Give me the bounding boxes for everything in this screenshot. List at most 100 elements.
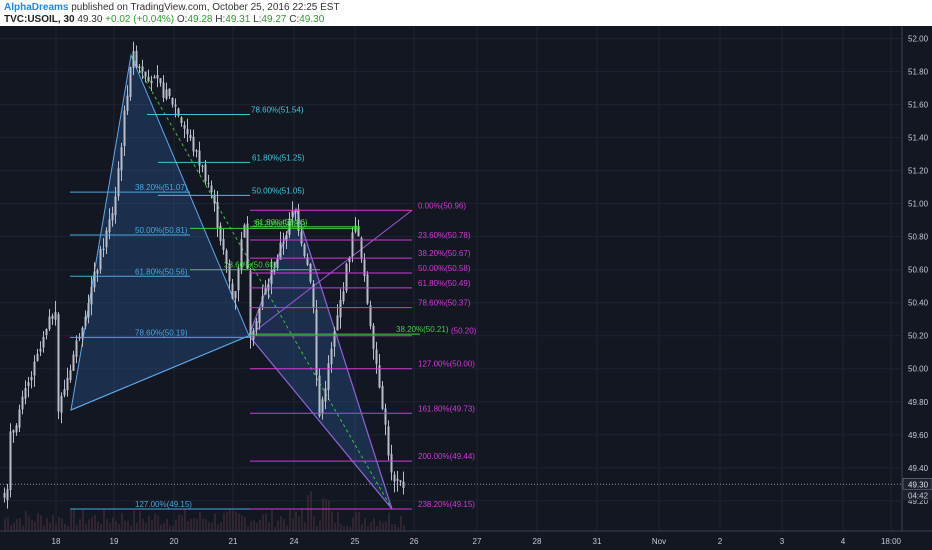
price-tick-label: 50.60 (908, 266, 929, 275)
volume-bar (271, 509, 273, 531)
volume-bar (223, 513, 225, 531)
volume-bar (358, 511, 360, 531)
volume-bar (253, 520, 255, 531)
countdown-box (903, 490, 932, 501)
candle-body (21, 396, 24, 410)
symbol-label[interactable]: TVC:USOIL, 30 (4, 14, 75, 25)
candle-body (141, 66, 144, 72)
volume-bar (40, 515, 42, 531)
fib-label: 50.00%(51.05) (252, 186, 305, 195)
volume-bar (202, 518, 204, 531)
price-axis-panel (902, 26, 932, 550)
candle-body (273, 269, 276, 272)
volume-bar (316, 526, 318, 531)
candle-body (30, 376, 33, 381)
candle-body (183, 124, 186, 129)
candle-body (342, 291, 345, 302)
candle-body (219, 225, 222, 241)
price-tick-label: 52.00 (908, 35, 929, 44)
time-tick-label: 27 (473, 537, 482, 546)
volume-bar (346, 525, 348, 531)
candle-body (396, 478, 399, 481)
volume-bar (4, 518, 6, 531)
fib-label: 38.20%(50.67) (418, 249, 471, 258)
candle-body (336, 315, 339, 331)
candle-body (339, 300, 342, 318)
price-chart[interactable]: 78.60%(51.54) 61.80%(51.25) 50.00%(51.05) 3… (0, 26, 932, 550)
candle-body (351, 232, 354, 257)
volume-bar (382, 522, 384, 531)
volume-bar (283, 519, 285, 531)
volume-bar (298, 516, 300, 531)
candle-body (345, 263, 348, 291)
time-tick-label: 26 (410, 537, 419, 546)
volume-bar (340, 523, 342, 531)
candle-body (78, 337, 81, 339)
last-price: 49.30 (77, 14, 103, 25)
volume-bar (277, 520, 279, 531)
fib-label: 38.20%(50.85) (253, 219, 306, 228)
candle-body (291, 210, 294, 218)
volume-bar (334, 522, 336, 531)
volume-bar (91, 517, 93, 531)
volume-bar (232, 510, 234, 531)
volume-bar (10, 524, 12, 531)
volume-bar (337, 512, 339, 531)
grid-lines (0, 26, 902, 531)
candle-body (132, 51, 135, 68)
volume-bar (385, 521, 387, 531)
candle-body (57, 314, 60, 412)
volume-bar (244, 517, 246, 531)
candle-body (147, 76, 150, 82)
candle-body (294, 210, 297, 212)
volume-bar (106, 518, 108, 531)
volume-bar (37, 512, 39, 531)
volume-bar (187, 521, 189, 531)
close-label: C: (289, 14, 300, 25)
price-tick-label: 51.60 (908, 101, 929, 110)
volume-bar (241, 515, 243, 531)
countdown-label: 04:42 (908, 491, 929, 500)
candle-body (93, 271, 96, 288)
volume-bar (19, 517, 21, 531)
candle-body (279, 242, 282, 260)
volume-bar (250, 521, 252, 531)
candle-body (213, 194, 216, 204)
fib-label: 200.00%(49.44) (418, 452, 475, 461)
volume-bar (139, 511, 141, 531)
candle-body (114, 196, 117, 216)
volume-bar (115, 521, 117, 531)
candle-body (120, 147, 123, 171)
volume-bar (46, 518, 48, 531)
candle-body (399, 480, 402, 483)
fib-label: 61.80%(50.86) (255, 218, 308, 227)
last-price-label: 49.30 (908, 480, 929, 489)
candle-body (6, 489, 9, 501)
last-price-box (902, 478, 932, 490)
volume-bar (88, 519, 90, 531)
volume-bar (22, 525, 24, 531)
candle-body (159, 78, 162, 84)
candle-body (90, 286, 93, 305)
volume-bar (100, 523, 102, 531)
volume-bar (82, 509, 84, 531)
price-tick-label: 51.80 (908, 68, 929, 77)
volume-bar (13, 522, 15, 531)
fib-label: 78.60%(51.54) (251, 106, 304, 115)
volume-bar (28, 516, 30, 531)
volume-bar (184, 509, 186, 531)
volume-bar (256, 523, 258, 531)
volume-bar (151, 519, 153, 531)
time-tick-label: 20 (170, 537, 179, 546)
volume-bar (268, 522, 270, 531)
published-text: published on TradingView.com, October 25… (71, 2, 340, 13)
candle-body (102, 248, 105, 251)
candle-body (258, 307, 261, 324)
candle-body (312, 283, 315, 308)
author-name[interactable]: AlphaDreams (4, 2, 69, 13)
volume-bar (370, 521, 372, 531)
volume-bar (352, 517, 354, 531)
candle-body (108, 219, 111, 233)
fib-label: 78.60%(50.37) (418, 299, 471, 308)
fib-label: 78.60%(50.19) (135, 328, 188, 337)
